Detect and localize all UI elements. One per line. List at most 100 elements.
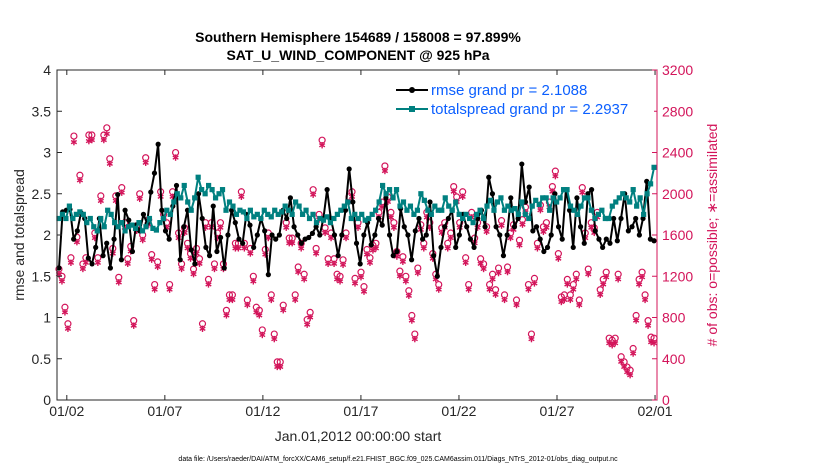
assimilated-obs-point [621, 363, 628, 371]
totalspread-point [574, 211, 581, 217]
assimilated-obs-point [414, 269, 421, 277]
totalspread-point [592, 215, 598, 222]
assimilated-obs-point [100, 136, 107, 144]
totalspread-point [529, 203, 535, 209]
rmse-point [56, 265, 62, 271]
rmse-point [596, 236, 602, 242]
assimilated-obs-point [402, 278, 409, 285]
totalspread-point [442, 195, 448, 201]
totalspread-point [373, 207, 379, 213]
rmse-point [497, 232, 503, 238]
legend: rmse grand pr = 2.1088 totalspread grand… [392, 76, 654, 124]
assimilated-obs-point [444, 245, 451, 252]
assimilated-obs-point [130, 322, 137, 329]
totalspread-point [470, 220, 476, 226]
totalspread-point [202, 191, 208, 197]
assimilated-obs-point [235, 245, 242, 252]
rmse-point [331, 232, 338, 238]
assimilated-obs-point [629, 350, 637, 357]
assimilated-obs-point [372, 245, 380, 252]
assimilated-obs-point [280, 307, 287, 314]
rmse-point [251, 244, 257, 250]
totalspread-point [540, 195, 546, 201]
rmse-point [427, 199, 433, 205]
totalspread-point [167, 211, 173, 217]
x-tick-label: 01/12 [245, 403, 280, 419]
assimilated-obs-point [612, 340, 619, 347]
totalspread-point [206, 182, 212, 189]
rmse-point [236, 236, 242, 242]
totalspread-point [153, 227, 160, 233]
totalspread-point [247, 207, 253, 213]
assimilated-obs-point [486, 286, 493, 293]
totalspread-point [543, 195, 549, 201]
assimilated-obs-point [244, 301, 251, 309]
totalspread-point [237, 207, 243, 213]
rmse-point [324, 187, 330, 193]
assimilated-obs-point [579, 189, 586, 196]
totalspread-point [505, 203, 511, 209]
x-tick-label: 01/27 [539, 403, 574, 419]
totalspread-point [428, 211, 434, 217]
assimilated-obs-point [58, 278, 66, 285]
totalspread-point [359, 211, 365, 217]
totalspread-point [627, 199, 633, 205]
totalspread-point [463, 211, 469, 217]
rmse-point [262, 228, 268, 234]
assimilated-obs-point [106, 160, 113, 167]
totalspread-point [564, 187, 570, 193]
totalspread-point [369, 211, 375, 217]
assimilated-obs-point [166, 286, 173, 293]
totalspread-point [609, 203, 615, 209]
totalspread-point [195, 174, 201, 180]
rmse-point [511, 224, 518, 230]
totalspread-point [456, 211, 462, 217]
assimilated-obs-point [420, 245, 427, 252]
rmse-point [471, 244, 477, 250]
rmse-point [515, 215, 521, 222]
assimilated-obs-point [139, 236, 146, 244]
rmse-point [482, 224, 488, 230]
rmse-point [195, 191, 202, 197]
totalspread-point [651, 164, 657, 170]
y-right-tick-label: 2800 [662, 103, 693, 119]
assimilated-obs-point [289, 239, 296, 247]
totalspread-point [181, 182, 187, 189]
assimilated-obs-point [136, 195, 143, 203]
y-right-tick-label: 0 [662, 392, 670, 408]
rmse-point [375, 215, 382, 222]
totalspread-point [352, 211, 358, 217]
totalspread-point [634, 203, 640, 209]
totalspread-point [380, 182, 386, 189]
assimilated-obs-point [307, 314, 314, 321]
rmse-point [313, 224, 319, 230]
rmse-point [541, 248, 547, 255]
totalspread-point [77, 209, 83, 215]
rmse-point [519, 161, 525, 167]
rmse-point [225, 232, 231, 238]
assimilated-obs-point [79, 265, 87, 273]
rmse-point [537, 236, 543, 242]
totalspread-point [174, 191, 180, 197]
rmse-point [346, 166, 352, 172]
totalspread-point [119, 220, 125, 226]
rmse-point [614, 238, 620, 244]
totalspread-point [341, 203, 347, 209]
assimilated-obs-point [360, 288, 368, 295]
assimilated-obs-point [336, 278, 344, 285]
assimilated-obs-point [211, 265, 218, 273]
assimilated-obs-point [465, 286, 472, 293]
totalspread-point [467, 215, 473, 222]
assimilated-obs-point [277, 363, 284, 371]
assimilated-obs-point [67, 259, 75, 266]
rmse-point [339, 232, 345, 238]
totalspread-point [533, 197, 539, 203]
assimilated-obs-point [618, 358, 625, 365]
totalspread-point [272, 207, 278, 213]
rmse-point [456, 232, 462, 238]
totalspread-point [112, 220, 118, 226]
assimilated-obs-point [151, 286, 158, 293]
x-tick-label: 02/01 [638, 403, 673, 419]
assimilated-obs-point [561, 296, 568, 304]
